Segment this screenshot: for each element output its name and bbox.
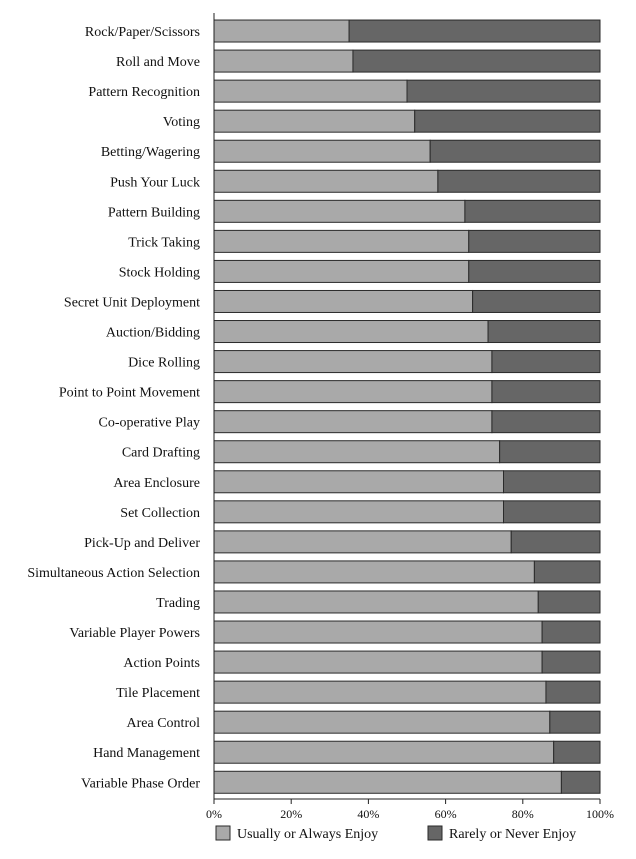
bar-segment-enjoy [213, 79, 408, 103]
bar-segment-enjoy [213, 560, 535, 584]
bar-segment-not-enjoy [533, 560, 601, 584]
bar-segment-not-enjoy [499, 440, 601, 464]
bar-segment-not-enjoy [468, 259, 601, 283]
bar-segment-not-enjoy [472, 289, 601, 313]
bar-segment-not-enjoy [406, 79, 601, 103]
category-label: Simultaneous Action Selection [27, 566, 200, 581]
category-label: Hand Management [93, 746, 200, 761]
category-label: Action Points [123, 656, 200, 671]
category-label: Voting [163, 115, 200, 130]
bar-segment-not-enjoy [503, 470, 601, 494]
category-label: Pick-Up and Deliver [84, 536, 200, 551]
bar-segment-enjoy [213, 320, 489, 344]
category-label: Roll and Move [116, 55, 200, 70]
bar-segment-not-enjoy [429, 139, 601, 163]
category-label: Rock/Paper/Scissors [85, 25, 200, 40]
bar-segment-not-enjoy [560, 770, 601, 794]
bar-segment-enjoy [213, 229, 470, 253]
bar-segment-not-enjoy [491, 410, 601, 434]
bar-segment-enjoy [213, 620, 543, 644]
bar-segment-enjoy [213, 770, 562, 794]
bar-segment-enjoy [213, 199, 466, 223]
bar-segment-not-enjoy [541, 620, 601, 644]
category-label: Trading [156, 596, 200, 611]
category-label: Betting/Wagering [101, 145, 200, 160]
x-tick-label: 40% [357, 807, 379, 821]
bar-segment-not-enjoy [487, 320, 601, 344]
bar-segment-not-enjoy [414, 109, 601, 133]
bar-segment-not-enjoy [491, 380, 601, 404]
category-label: Variable Player Powers [69, 626, 200, 641]
bar-segment-not-enjoy [503, 500, 601, 524]
bar-segment-not-enjoy [553, 740, 601, 764]
category-label: Pattern Recognition [88, 85, 200, 100]
bar-segment-enjoy [213, 410, 493, 434]
category-label: Set Collection [120, 506, 200, 521]
bar-segment-not-enjoy [491, 350, 601, 374]
bar-segment-not-enjoy [549, 710, 601, 734]
category-label: Tile Placement [116, 686, 200, 701]
x-tick-label: 60% [435, 807, 457, 821]
legend-swatch [427, 825, 443, 841]
legend-label: Rarely or Never Enjoy [449, 827, 576, 842]
category-label: Dice Rolling [128, 356, 200, 371]
x-axis: 0% 20% 40% 60% 80% 100% [206, 13, 614, 821]
category-label: Co-operative Play [99, 416, 200, 431]
bar-segment-enjoy [213, 19, 350, 43]
x-tick-label: 100% [586, 807, 614, 821]
bar-segment-enjoy [213, 530, 512, 554]
bars-group [213, 19, 601, 794]
bar-segment-not-enjoy [541, 650, 601, 674]
bar-segment-not-enjoy [510, 530, 601, 554]
legend-swatch [215, 825, 231, 841]
bar-segment-not-enjoy [468, 229, 601, 253]
bar-segment-enjoy [213, 109, 416, 133]
bar-segment-not-enjoy [348, 19, 601, 43]
bar-segment-enjoy [213, 169, 439, 193]
category-label: Stock Holding [119, 265, 200, 280]
bar-segment-enjoy [213, 470, 504, 494]
bar-segment-enjoy [213, 590, 539, 614]
category-labels: Rock/Paper/Scissors Roll and Move Pattern … [27, 25, 200, 791]
category-label: Push Your Luck [110, 175, 200, 190]
x-tick-label: 20% [280, 807, 302, 821]
category-label: Pattern Building [108, 205, 200, 220]
bar-segment-enjoy [213, 289, 474, 313]
bar-segment-enjoy [213, 650, 543, 674]
bar-segment-not-enjoy [537, 590, 601, 614]
category-label: Auction/Bidding [106, 326, 200, 341]
category-label: Card Drafting [122, 446, 200, 461]
bar-segment-not-enjoy [352, 49, 601, 73]
category-label: Variable Phase Order [81, 776, 200, 791]
bar-segment-enjoy [213, 740, 555, 764]
bar-segment-enjoy [213, 710, 551, 734]
category-label: Area Control [127, 716, 201, 731]
category-label: Area Enclosure [113, 476, 200, 491]
category-label: Trick Taking [128, 235, 200, 250]
bar-segment-not-enjoy [545, 680, 601, 704]
bar-segment-not-enjoy [464, 199, 601, 223]
category-label: Secret Unit Deployment [64, 295, 200, 310]
bar-segment-enjoy [213, 440, 501, 464]
bar-segment-enjoy [213, 350, 493, 374]
category-label: Point to Point Movement [59, 386, 200, 401]
bar-segment-enjoy [213, 500, 504, 524]
bar-segment-enjoy [213, 49, 354, 73]
legend: Usually or Always Enjoy Rarely or Never E… [215, 825, 576, 842]
bar-segment-not-enjoy [437, 169, 601, 193]
legend-label: Usually or Always Enjoy [237, 827, 378, 842]
bar-segment-enjoy [213, 680, 547, 704]
x-tick-label: 0% [206, 807, 222, 821]
x-tick-label: 80% [512, 807, 534, 821]
bar-segment-enjoy [213, 139, 431, 163]
bar-segment-enjoy [213, 380, 493, 404]
bar-segment-enjoy [213, 259, 470, 283]
